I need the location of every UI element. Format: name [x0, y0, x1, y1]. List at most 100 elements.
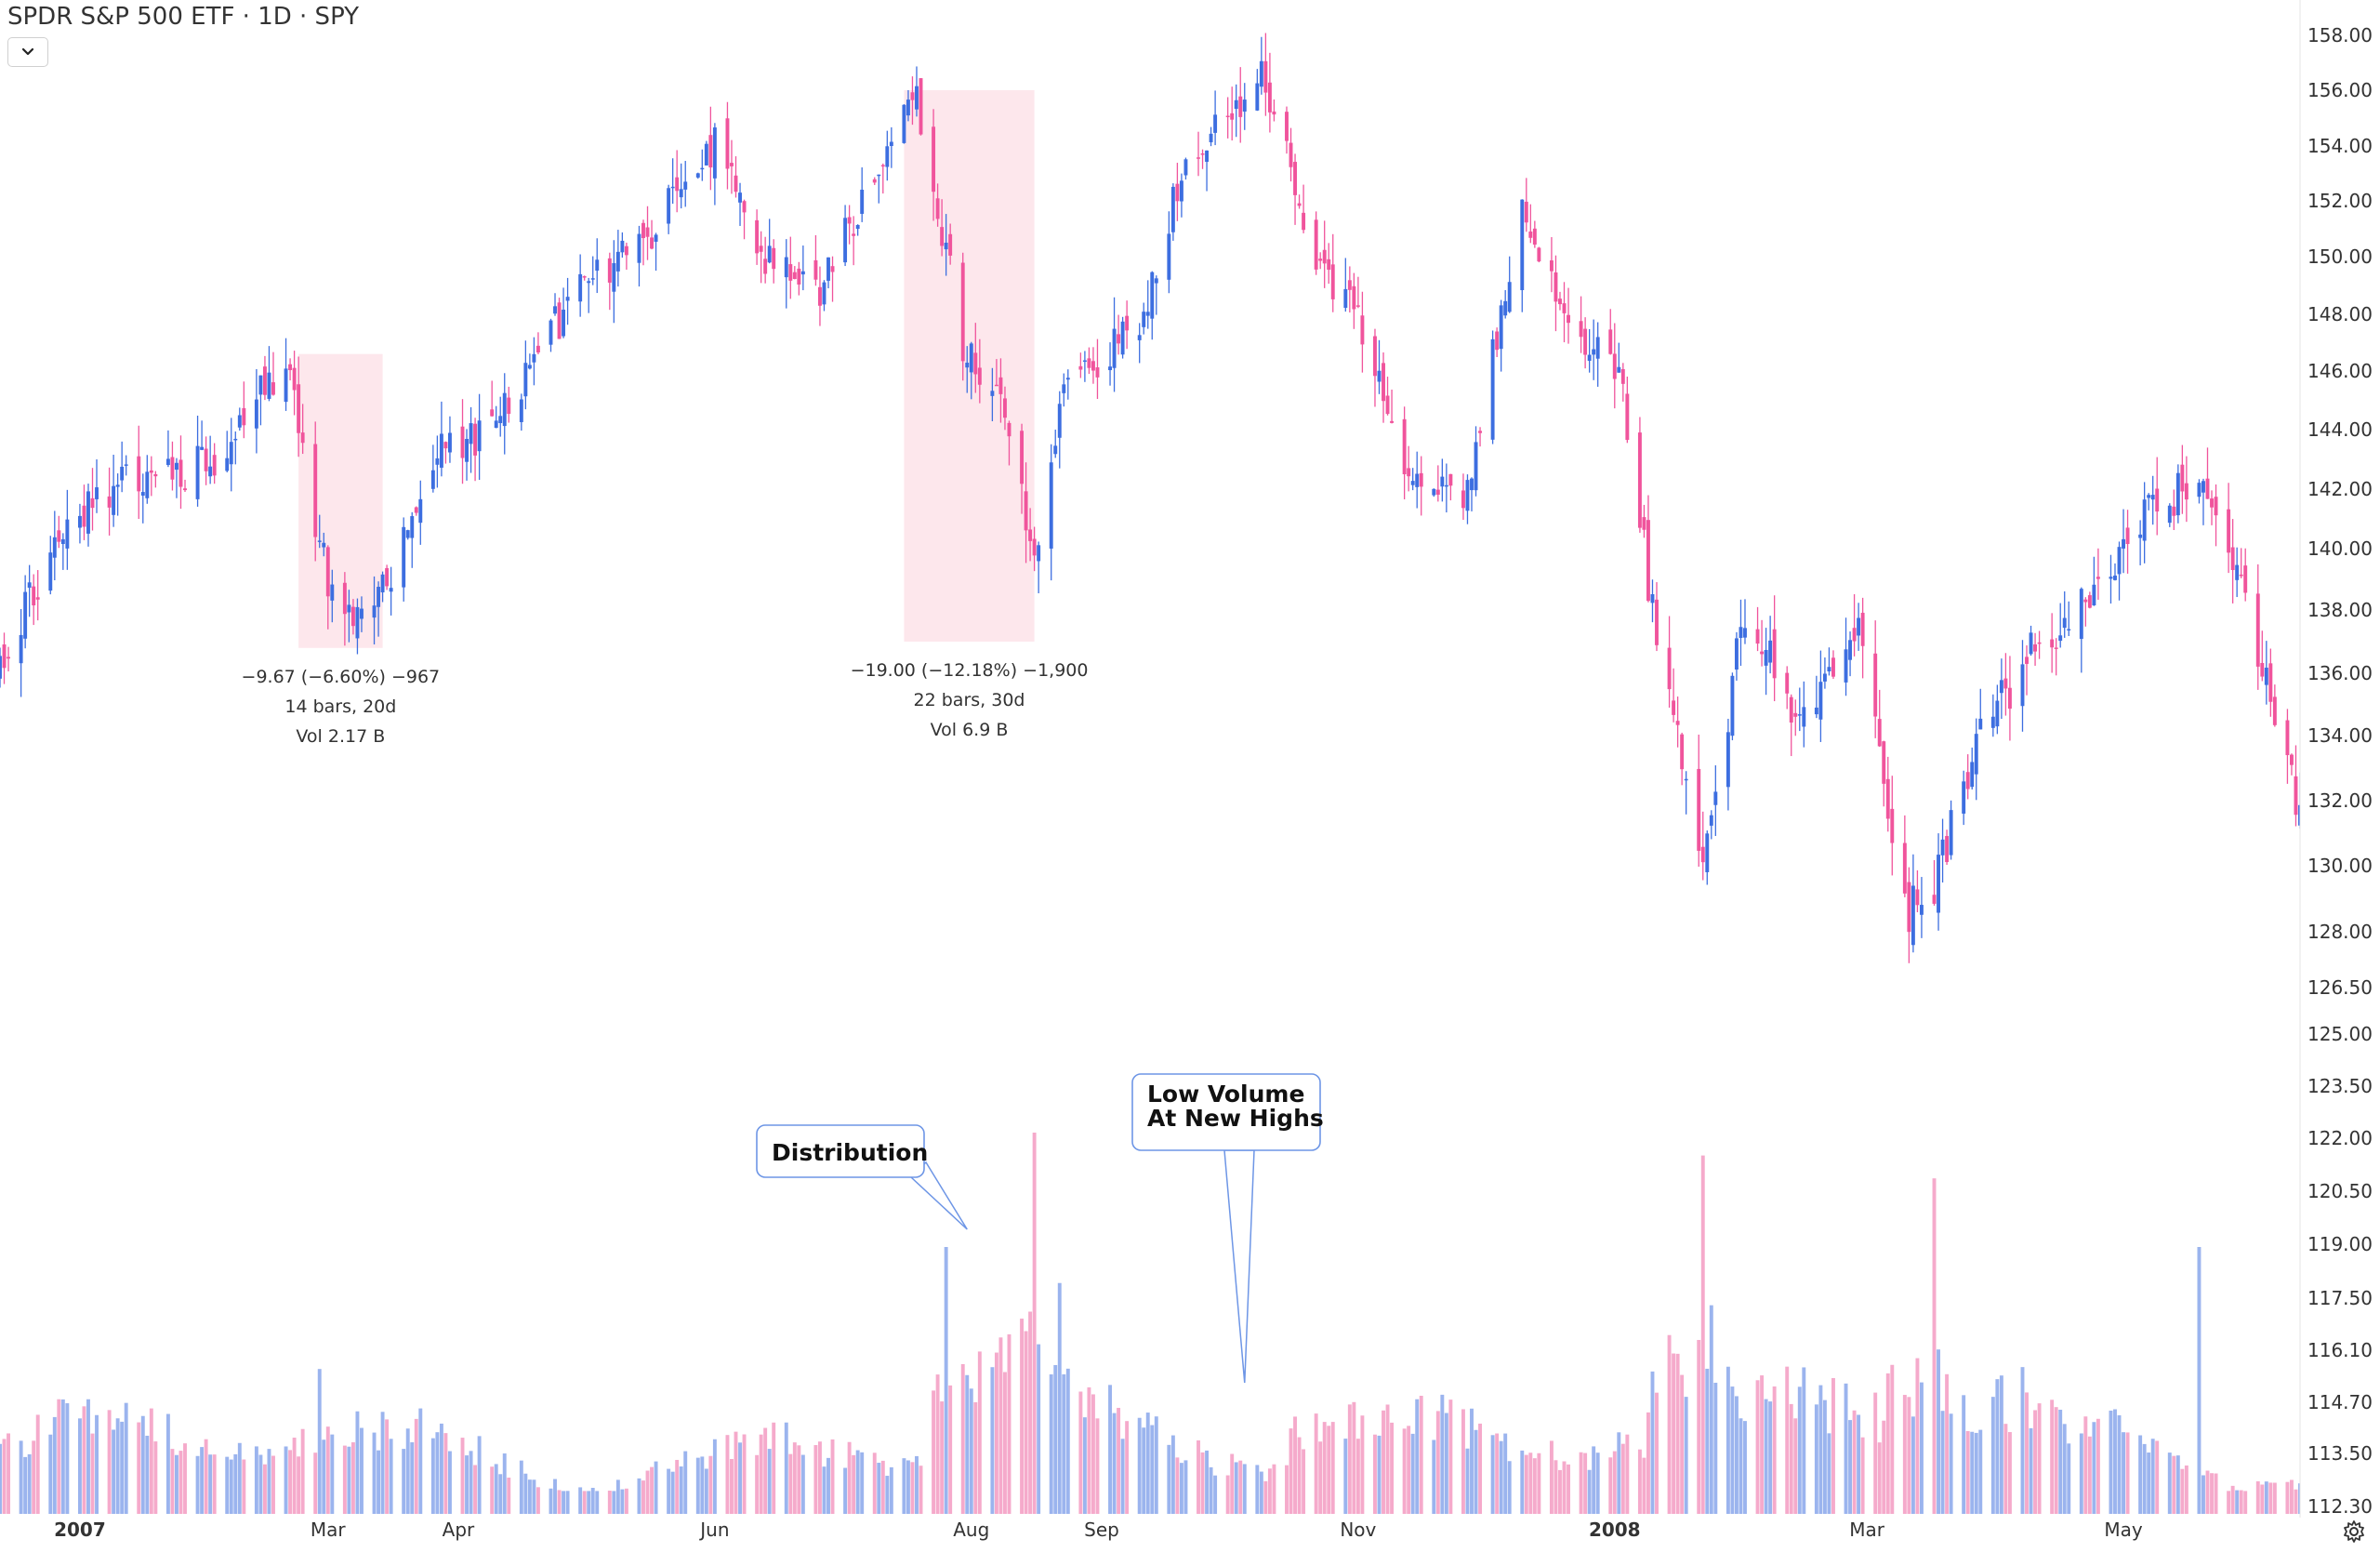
candle-body	[1225, 115, 1230, 118]
candle-body	[590, 278, 595, 280]
volume-bar	[772, 1422, 776, 1514]
candle-body	[1360, 315, 1365, 345]
candle	[439, 401, 443, 477]
candle	[755, 209, 760, 265]
candle-body	[1410, 481, 1415, 485]
candle	[2122, 509, 2125, 574]
candle-body	[1352, 285, 1356, 310]
volume-bar	[1562, 1461, 1567, 1514]
candle	[1793, 699, 1798, 736]
volume-bar	[418, 1408, 423, 1514]
volume-bar	[347, 1446, 351, 1514]
candle-body	[1995, 700, 2000, 727]
candle-body	[460, 426, 465, 458]
volume-bar	[1314, 1413, 1318, 1514]
volume-bar	[2096, 1418, 2100, 1514]
candle-body	[915, 86, 919, 110]
candle	[115, 473, 120, 516]
volume-bar	[759, 1434, 763, 1514]
volume-bar	[1495, 1433, 1500, 1514]
volume-bar	[813, 1445, 818, 1514]
volume-bar	[1844, 1383, 1848, 1514]
candle-body	[1175, 183, 1180, 202]
candle	[208, 435, 213, 484]
candle	[1465, 474, 1470, 524]
volume-bar	[149, 1408, 153, 1514]
volume-bar	[82, 1406, 86, 1514]
volume-bar	[2210, 1473, 2214, 1514]
volume-bar	[435, 1432, 440, 1514]
candle	[536, 332, 540, 355]
volume-bar	[1142, 1427, 1146, 1514]
volume-bar	[1095, 1418, 1100, 1514]
volume-bar	[0, 1443, 2, 1514]
candle-body	[1145, 312, 1150, 316]
volume-bar	[880, 1460, 885, 1514]
candle	[784, 239, 788, 309]
volume-bar	[90, 1433, 95, 1514]
volume-bar	[624, 1488, 628, 1514]
volume-bar	[1082, 1417, 1087, 1514]
chart-menu-button[interactable]	[7, 37, 48, 67]
candle-body	[120, 466, 125, 481]
candle-body	[288, 364, 293, 371]
candle-body	[582, 276, 587, 278]
candle-body	[2020, 664, 2025, 707]
candle-body	[1234, 99, 1238, 110]
candle	[140, 473, 145, 524]
candle-body	[2067, 629, 2071, 631]
volume-bar	[2067, 1443, 2071, 1514]
candle	[1377, 339, 1382, 394]
candle	[519, 393, 523, 431]
volume-bar	[2167, 1453, 2172, 1514]
volume-bar	[1520, 1450, 1525, 1514]
candle	[1435, 465, 1440, 502]
candle	[2113, 563, 2117, 581]
candle	[1461, 473, 1465, 521]
candle-body	[1213, 114, 1218, 133]
candle-body	[1532, 228, 1537, 245]
candle-body	[1049, 462, 1053, 549]
volume-bar	[1293, 1416, 1297, 1514]
candle-body	[377, 587, 381, 607]
candle	[1730, 672, 1735, 741]
candle	[2037, 630, 2042, 659]
volume-bar	[300, 1428, 305, 1514]
price-tick-label: 154.00	[2307, 135, 2373, 157]
volume-bar	[940, 1401, 945, 1514]
candle	[1520, 199, 1525, 312]
volume-bar	[650, 1466, 654, 1514]
candle	[1726, 718, 1730, 811]
candle-body	[1263, 60, 1268, 93]
measurement-range[interactable]	[298, 353, 383, 648]
candle	[1848, 631, 1853, 677]
settings-button[interactable]	[2341, 1519, 2367, 1545]
candle-body	[1962, 781, 1966, 814]
candle	[1062, 373, 1066, 407]
volume-bar	[1057, 1282, 1062, 1514]
candle-body	[115, 484, 120, 487]
volume-bar	[1911, 1416, 1915, 1514]
volume-bar	[1112, 1413, 1117, 1514]
volume-bar	[473, 1465, 478, 1514]
measurement-range[interactable]	[904, 90, 1035, 642]
volume-bar	[915, 1455, 919, 1514]
candle-body	[562, 310, 566, 337]
volume-bar	[2125, 1432, 2130, 1514]
volume-bar	[607, 1491, 612, 1514]
candle	[1167, 211, 1171, 294]
volume-bar	[465, 1455, 469, 1514]
candle	[1592, 319, 1596, 380]
candle	[1507, 256, 1512, 313]
candle	[178, 435, 183, 510]
volume-bar	[536, 1487, 540, 1514]
volume-bar	[670, 1471, 675, 1514]
candle-body	[578, 273, 583, 302]
volume-bar	[2147, 1453, 2151, 1514]
candle	[469, 406, 473, 473]
price-axis-pane[interactable]	[2300, 0, 2380, 1552]
candle-body	[830, 266, 835, 272]
callout[interactable]: Distribution	[756, 1124, 968, 1230]
